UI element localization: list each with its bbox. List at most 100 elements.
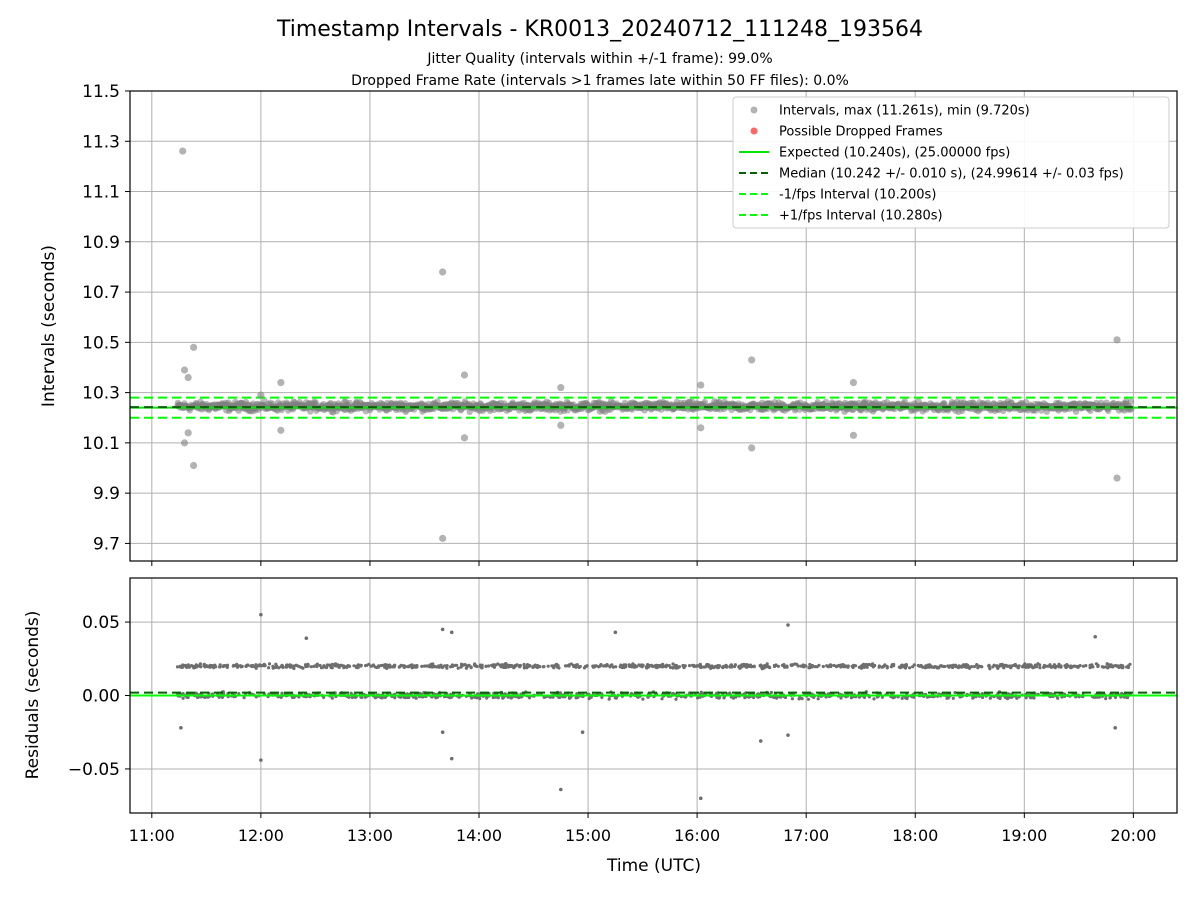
residual-point: [903, 666, 908, 670]
residual-point: [484, 664, 488, 668]
residual-point: [242, 696, 246, 700]
residual-point: [673, 664, 678, 668]
residual-point: [373, 696, 377, 700]
residual-point: [198, 664, 202, 668]
residual-point: [816, 697, 820, 701]
residual-point: [450, 663, 454, 667]
residual-point: [841, 665, 846, 669]
residual-point: [767, 665, 771, 669]
residual-point: [630, 664, 634, 668]
residual-outlier-point: [179, 726, 183, 730]
residual-point: [1113, 663, 1118, 668]
residual-point: [337, 664, 341, 668]
residual-point: [671, 662, 675, 666]
residual-point: [764, 663, 768, 668]
residual-point: [1094, 662, 1098, 666]
residual-point: [1056, 696, 1060, 700]
residual-point: [289, 663, 293, 668]
residual-point: [647, 663, 651, 668]
residual-point: [1046, 664, 1050, 668]
residual-point: [1034, 664, 1038, 668]
residual-point: [367, 662, 371, 667]
residual-point: [709, 666, 713, 671]
residual-point: [696, 696, 700, 700]
residual-point: [1065, 665, 1069, 669]
residual-point: [1044, 664, 1048, 668]
residual-point: [574, 664, 578, 669]
residual-point: [510, 664, 514, 668]
residual-point: [181, 696, 185, 700]
x-tick-label: 17:00: [783, 826, 829, 845]
residual-point: [284, 665, 288, 669]
residual-point: [577, 665, 581, 670]
residual-point: [1096, 664, 1100, 669]
residual-point: [607, 697, 611, 701]
residual-point: [900, 665, 904, 669]
x-tick-label: 12:00: [238, 826, 284, 845]
residuals-y-ticks: 0.05 0.00 −0.05: [68, 613, 130, 780]
residual-outlier-point: [449, 630, 454, 635]
residual-outlier-point: [259, 612, 263, 617]
residual-point: [437, 664, 441, 668]
residual-point: [692, 663, 696, 668]
residual-point: [410, 663, 414, 667]
residual-point: [407, 695, 411, 700]
legend-marker-0: [750, 106, 758, 114]
interval-outlier-point: [190, 461, 198, 470]
residual-point: [528, 664, 532, 668]
residual-point: [498, 663, 502, 667]
residual-point: [1089, 663, 1093, 668]
residual-point: [1100, 665, 1104, 669]
residual-point: [1069, 666, 1073, 670]
residual-point: [225, 663, 230, 667]
dropped-frame-rate-subtitle: Dropped Frame Rate (intervals >1 frames …: [351, 73, 849, 89]
residual-point: [475, 664, 479, 669]
residual-point: [1031, 666, 1035, 670]
residual-point: [782, 663, 786, 667]
residual-point: [951, 696, 955, 700]
residual-point: [469, 665, 473, 669]
residual-point: [422, 664, 427, 668]
residual-point: [181, 692, 185, 696]
residual-point: [385, 666, 389, 671]
residual-point: [862, 665, 866, 669]
legend-label: Intervals, max (11.261s), min (9.720s): [779, 104, 1030, 119]
residual-point: [1076, 665, 1080, 670]
residual-point: [671, 666, 675, 670]
residual-point: [752, 665, 756, 669]
residual-point: [237, 692, 241, 696]
residual-point: [687, 664, 692, 668]
legend-label: Possible Dropped Frames: [779, 125, 943, 140]
intervals-y-tick-label: 10.1: [82, 434, 120, 454]
residual-point: [608, 665, 612, 669]
residual-point: [194, 663, 199, 668]
interval-outlier-point: [277, 426, 285, 434]
interval-outlier-point: [184, 373, 192, 382]
residual-point: [713, 665, 717, 669]
residual-point: [877, 665, 881, 669]
residual-point: [835, 664, 839, 668]
residual-point: [321, 665, 325, 669]
intervals-y-tick-label: 11.3: [82, 132, 120, 152]
residual-point: [844, 664, 848, 669]
residual-outlier-point: [758, 739, 763, 743]
chart-title: Timestamp Intervals - KR0013_20240712_11…: [276, 17, 923, 42]
residual-point: [905, 696, 909, 701]
intervals-y-tick-label: 10.9: [82, 233, 120, 253]
intervals-y-tick-label: 11.1: [82, 183, 120, 203]
residual-point: [790, 697, 795, 701]
residual-point: [988, 696, 992, 700]
residual-point: [274, 665, 278, 670]
residual-point: [584, 664, 588, 669]
residual-point: [972, 665, 977, 669]
interval-point: [1127, 398, 1135, 405]
residual-point: [411, 665, 415, 669]
residual-point: [817, 663, 821, 667]
x-tick-label: 16:00: [674, 826, 720, 845]
residual-outlier-point: [1093, 634, 1098, 639]
residual-point: [928, 663, 932, 667]
residual-point: [1065, 663, 1069, 667]
residual-point: [513, 664, 517, 668]
residual-point: [716, 664, 720, 668]
residual-point: [330, 696, 334, 700]
